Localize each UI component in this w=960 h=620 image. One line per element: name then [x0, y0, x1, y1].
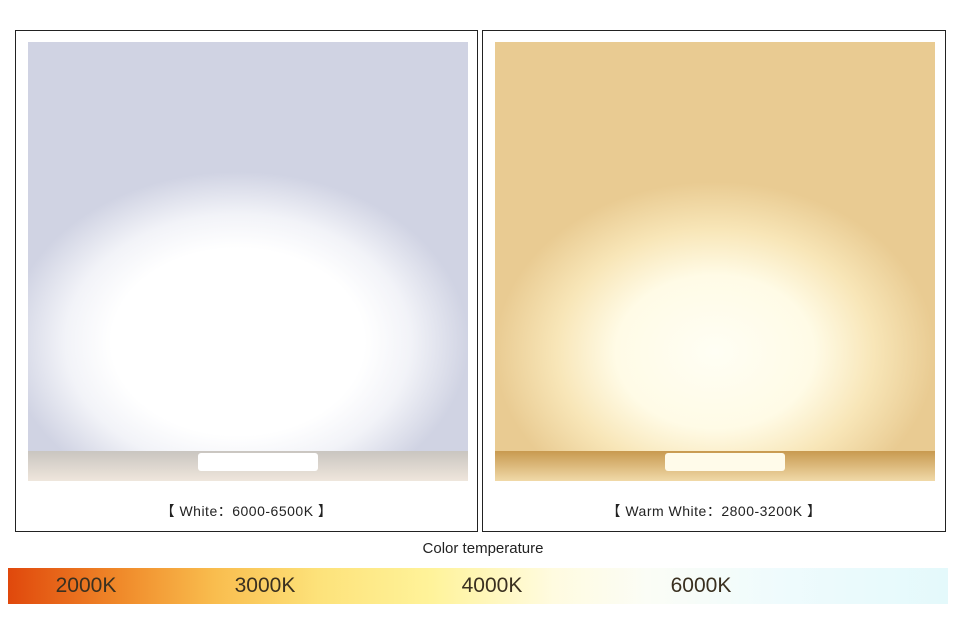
scale-label: 6000K: [670, 574, 732, 597]
panel: 【 Warm White：2800-3200K 】: [482, 30, 946, 532]
scale-label: 4000K: [461, 574, 523, 597]
photo-white: [28, 42, 468, 481]
panel: 【 White：6000-6500K 】: [15, 30, 478, 532]
caption: 【 Warm White：2800-3200K 】: [606, 503, 822, 519]
scale-title: Color temperature: [422, 540, 544, 557]
photo-warm: [495, 42, 935, 481]
scale-label: 2000K: [55, 574, 117, 597]
caption: 【 White：6000-6500K 】: [160, 503, 333, 519]
color-temperature-bar: 2000K 3000K 4000K 6000K: [8, 568, 948, 604]
lamp: [665, 453, 785, 471]
lamp: [198, 453, 318, 471]
scale-label: 3000K: [234, 574, 296, 597]
